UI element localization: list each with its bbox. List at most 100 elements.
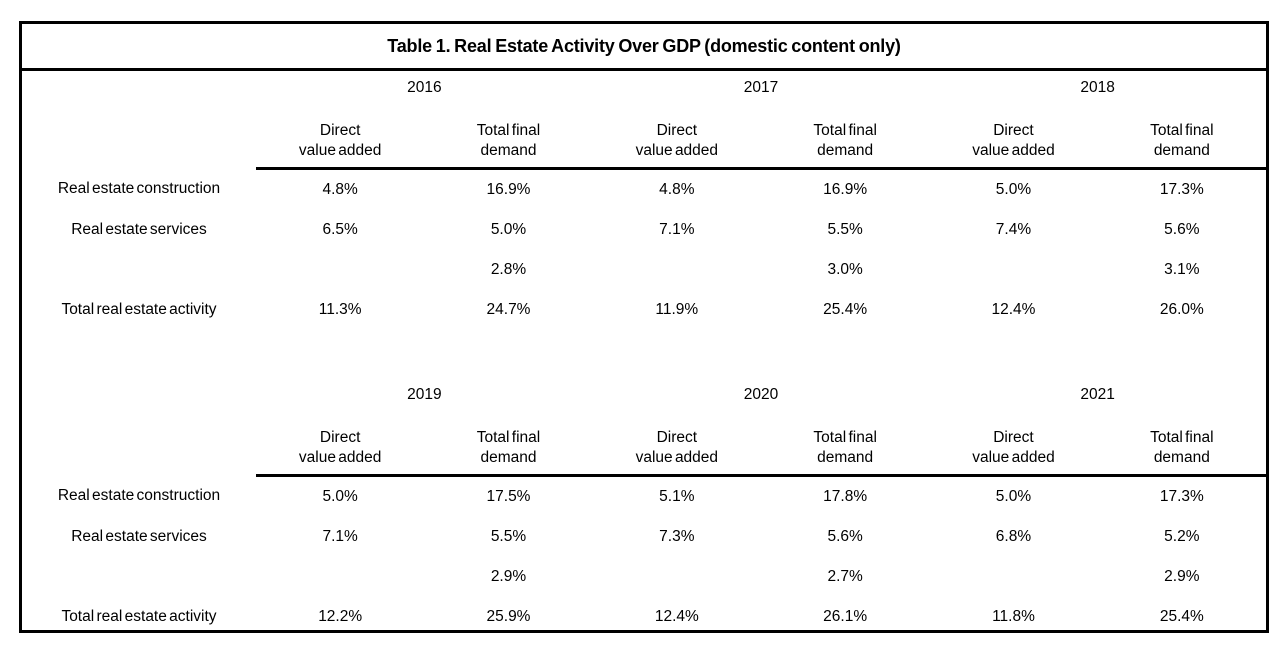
col-header-line: demand [817, 449, 874, 466]
data-cell [593, 557, 761, 597]
data-cell: 2.8% [490, 261, 527, 278]
year-header: 2020 [743, 386, 779, 403]
col-header-line: Direct [656, 122, 698, 139]
data-cell: 3.0% [827, 261, 863, 278]
table-half-2016-2018: 2016 2017 2018 Direct value added Total … [22, 71, 1266, 330]
data-cell: 16.9% [823, 181, 868, 198]
col-header-direct: Direct value added [256, 105, 425, 170]
table-row: Total real estate activity 12.2% 25.9% 1… [22, 597, 1266, 630]
row-label: Real estate services [71, 221, 207, 238]
year-header: 2017 [743, 79, 779, 96]
data-cell [593, 250, 761, 290]
data-cell: 17.3% [1159, 488, 1204, 505]
year-header-row: 2016 2017 2018 [22, 71, 1266, 105]
data-cell [256, 557, 424, 597]
col-header-line: demand [817, 142, 874, 159]
data-cell: 2.9% [490, 568, 527, 585]
data-cell [929, 250, 1097, 290]
data-cell: 4.8% [322, 181, 358, 198]
data-cell: 7.1% [659, 221, 695, 238]
col-header-total: Total final demand [424, 412, 593, 477]
data-cell: 7.1% [322, 528, 358, 545]
data-cell: 24.7% [486, 301, 531, 318]
data-cell: 16.9% [486, 181, 531, 198]
spacer-cell [22, 71, 256, 105]
data-cell: 5.6% [827, 528, 863, 545]
col-header-line: Total final [1150, 429, 1214, 446]
data-cell: 5.5% [490, 528, 527, 545]
data-cell: 5.0% [490, 221, 527, 238]
table-row: Total real estate activity 11.3% 24.7% 1… [22, 290, 1266, 330]
data-cell: 5.5% [827, 221, 863, 238]
col-header-line: Direct [319, 122, 361, 139]
spacer-cell [22, 105, 256, 169]
col-header-direct: Direct value added [929, 412, 1098, 477]
data-cell: 7.4% [995, 221, 1032, 238]
col-header-line: value added [635, 142, 719, 159]
col-header-line: Direct [656, 429, 698, 446]
row-label [22, 557, 256, 597]
col-header-line: Total final [476, 429, 541, 446]
data-cell: 5.2% [1164, 528, 1200, 545]
spacer-cell [22, 378, 256, 412]
year-header-row: 2019 2020 2021 [22, 378, 1266, 412]
data-cell [256, 250, 424, 290]
col-header-total: Total final demand [1097, 105, 1266, 170]
col-header-line: Direct [993, 122, 1034, 139]
data-cell: 3.1% [1164, 261, 1200, 278]
data-cell: 12.2% [318, 608, 363, 625]
data-cell: 6.8% [995, 528, 1032, 545]
col-header-line: value added [298, 449, 382, 466]
table-row: 2.9% 2.7% 2.9% [22, 557, 1266, 597]
data-cell: 25.4% [823, 301, 868, 318]
data-cell: 17.8% [823, 488, 868, 505]
data-cell: 5.0% [995, 488, 1032, 505]
col-header-line: Total final [476, 122, 541, 139]
data-cell: 12.4% [991, 301, 1036, 318]
year-header: 2019 [407, 386, 442, 403]
data-cell: 17.5% [486, 488, 531, 505]
data-cell: 2.7% [827, 568, 863, 585]
data-cell: 17.3% [1159, 181, 1204, 198]
col-header-line: value added [635, 449, 719, 466]
table-figure: Table 1. Real Estate Activity Over GDP (… [19, 21, 1269, 633]
col-header-line: value added [972, 142, 1055, 159]
col-header-line: value added [298, 142, 382, 159]
row-label: Real estate construction [57, 487, 221, 505]
col-header-total: Total final demand [1097, 412, 1266, 477]
col-header-line: demand [480, 142, 537, 159]
data-cell: 26.0% [1159, 301, 1204, 318]
col-header-line: Direct [319, 429, 361, 446]
data-cell: 25.4% [1159, 608, 1204, 625]
data-cell: 26.1% [823, 608, 868, 625]
column-header-row: Direct value added Total final demand Di… [22, 412, 1266, 477]
table-half-2019-2021: 2019 2020 2021 Direct value added Total … [22, 378, 1266, 630]
col-header-line: Direct [993, 429, 1034, 446]
col-header-direct: Direct value added [592, 412, 761, 477]
year-header: 2016 [407, 79, 442, 96]
table-row: Real estate construction 4.8% 16.9% 4.8%… [22, 169, 1266, 211]
row-label [22, 250, 256, 290]
data-cell: 5.6% [1164, 221, 1200, 238]
col-header-line: demand [1153, 449, 1210, 466]
data-cell: 12.4% [654, 608, 699, 625]
row-label: Real estate construction [57, 180, 221, 198]
table-title: Table 1. Real Estate Activity Over GDP (… [22, 24, 1266, 71]
col-header-line: value added [972, 449, 1055, 466]
table-row: 2.8% 3.0% 3.1% [22, 250, 1266, 290]
col-header-direct: Direct value added [929, 105, 1098, 170]
data-cell: 2.9% [1164, 568, 1200, 585]
year-header: 2021 [1080, 386, 1115, 403]
col-header-line: Total final [813, 429, 877, 446]
col-header-direct: Direct value added [592, 105, 761, 170]
col-header-line: Total final [813, 122, 877, 139]
col-header-total: Total final demand [760, 412, 930, 477]
data-cell: 11.8% [992, 608, 1035, 625]
data-cell: 11.3% [318, 301, 362, 318]
year-header: 2018 [1080, 79, 1115, 96]
spacer-cell [22, 412, 256, 476]
data-cell: 11.9% [655, 301, 699, 318]
col-header-total: Total final demand [760, 105, 930, 170]
col-header-direct: Direct value added [256, 412, 425, 477]
row-label: Real estate services [71, 528, 207, 545]
